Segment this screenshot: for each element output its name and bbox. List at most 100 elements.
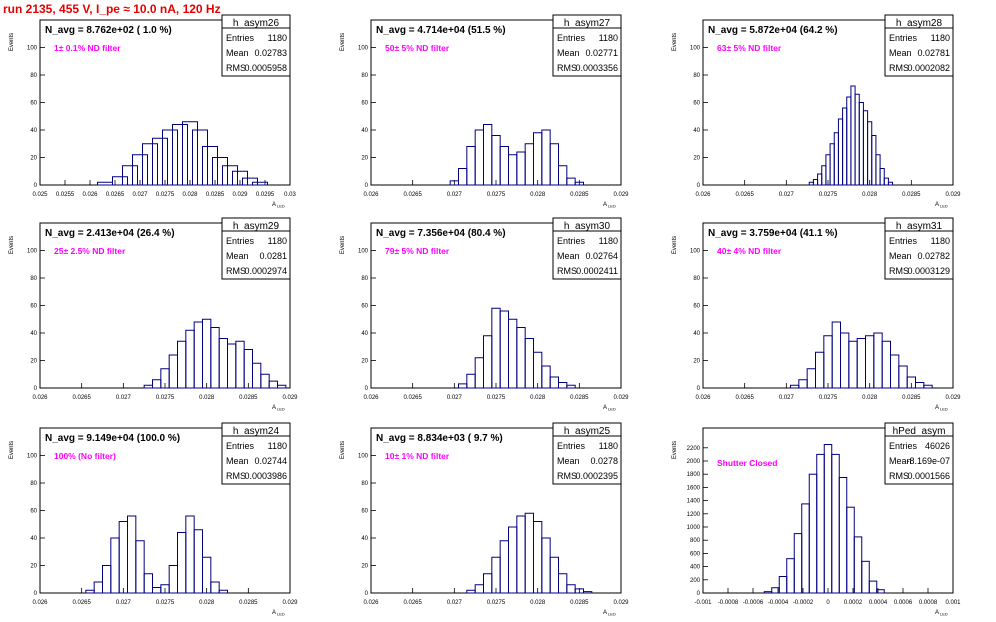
stats-value: 1180 <box>599 33 618 43</box>
filter-label: 10± 1% ND filter <box>385 451 450 461</box>
y-tick-label: 2000 <box>687 459 701 465</box>
histogram-bin <box>235 340 245 389</box>
stats-key: Mean <box>226 251 249 261</box>
histogram-bin <box>110 537 120 594</box>
x-tick-label: 0.0265 <box>403 600 422 606</box>
histogram-bin <box>185 515 195 594</box>
y-tick-label: 400 <box>690 565 701 571</box>
stats-box <box>221 14 291 77</box>
histogram-bin <box>887 181 894 186</box>
y-tick-label: 0 <box>365 386 369 392</box>
stats-value: 1180 <box>599 441 618 451</box>
stats-key: Entries <box>557 236 586 246</box>
y-tick-label: 100 <box>690 46 701 52</box>
x-tick-label: 0.026 <box>363 395 379 401</box>
x-tick-label: 0.027 <box>116 395 132 401</box>
histogram-panel-h_asym28: 0.026 0.0265 0.027 0.0275 0.028 0.0285 0.029 0 2… <box>672 14 961 209</box>
stats-key: Entries <box>226 441 255 451</box>
histogram-bin <box>881 340 892 389</box>
histogram-bin <box>499 540 509 594</box>
y-tick-label: 80 <box>30 481 37 487</box>
y-tick-label: 1600 <box>687 485 701 491</box>
histogram-panel-h_asym30: 0.026 0.0265 0.027 0.0275 0.028 0.0285 0.029 0 2… <box>340 217 629 412</box>
histogram-bin <box>508 154 518 186</box>
histogram-bin <box>252 181 268 186</box>
y-tick-label: 800 <box>690 538 701 544</box>
histogram-bin <box>558 165 568 186</box>
histogram-bin <box>127 515 137 594</box>
histogram-bin <box>483 124 493 186</box>
y-tick-label: 600 <box>690 551 701 557</box>
y-tick-label: 0 <box>697 386 701 392</box>
histogram-bin <box>152 137 168 186</box>
histogram-bin <box>202 146 218 186</box>
y-tick-label: 20 <box>30 359 37 365</box>
histogram-bin <box>533 521 543 594</box>
stats-value: 0.02783 <box>254 48 287 58</box>
histogram-bin <box>854 93 860 186</box>
histogram-bin <box>222 165 238 186</box>
x-tick-label: 0.03 <box>284 192 296 198</box>
stats-key: Entries <box>226 236 255 246</box>
x-tick-label: 0.027 <box>779 395 795 401</box>
histogram-bin <box>466 146 476 186</box>
x-tick-label: 0.0275 <box>487 600 506 606</box>
stats-key: Mean <box>889 48 912 58</box>
histogram-bin <box>212 157 228 186</box>
x-tick-label: 0.0275 <box>487 192 506 198</box>
stats-box <box>221 422 291 485</box>
stats-key: Mean <box>557 251 580 261</box>
histogram-bin <box>838 477 848 594</box>
histogram-bin <box>508 526 518 594</box>
histogram-bin <box>923 384 933 389</box>
histogram-bin <box>812 179 819 186</box>
x-tick-label: 0.028 <box>862 395 878 401</box>
y-tick-label: 20 <box>693 359 700 365</box>
histogram-bin <box>808 473 818 594</box>
histogram-bin <box>168 354 179 389</box>
histogram-bin <box>172 124 188 186</box>
histogram-bin <box>856 338 867 389</box>
y-tick-label: 20 <box>361 359 368 365</box>
stats-value: 1180 <box>931 236 950 246</box>
x-tick-label: 0.029 <box>232 192 248 198</box>
histogram-bin <box>808 181 814 186</box>
stats-value: 0.0278 <box>590 456 618 466</box>
y-tick-label: 60 <box>361 509 368 515</box>
stats-box <box>884 14 954 77</box>
stats-value: 0.0005958 <box>244 63 287 73</box>
histogram-bin <box>177 340 187 389</box>
filter-label: 1± 0.1% ND filter <box>54 43 121 53</box>
histogram-bin <box>786 558 795 594</box>
histogram-bin <box>840 332 850 389</box>
histogram-bin <box>801 503 810 594</box>
y-tick-label: 40 <box>693 331 700 337</box>
x-tick-label: 0.0002 <box>844 600 863 606</box>
stats-value: 46026 <box>925 441 950 451</box>
x-tick-label: 0.027 <box>447 192 463 198</box>
histogram-panel-h_asym26: 0.025 0.0255 0.026 0.0265 0.027 0.0275 0.028 0.… <box>9 14 296 209</box>
stats-key: Entries <box>557 441 586 451</box>
histogram-bin <box>815 351 825 389</box>
histogram-bin <box>763 591 773 594</box>
stats-value: 0.0002395 <box>575 471 618 481</box>
stats-value: 1180 <box>931 33 950 43</box>
y-tick-label: 20 <box>361 564 368 570</box>
stats-key: RMS <box>226 63 246 73</box>
stats-box <box>552 217 622 280</box>
histogram-name: h_asym25 <box>564 426 611 437</box>
histogram-bin <box>182 121 198 186</box>
y-tick-label: 1000 <box>687 525 701 531</box>
histogram-bin <box>210 581 220 594</box>
histogram-bin <box>458 168 468 186</box>
histogram-bin <box>865 335 875 389</box>
histogram-bin <box>277 384 287 389</box>
histogram-bin <box>483 573 493 594</box>
histogram-bin <box>474 357 484 389</box>
stats-key: RMS <box>226 471 246 481</box>
histogram-bin <box>122 165 138 186</box>
y-tick-label: 40 <box>361 536 368 542</box>
x-tick-label: 0.0265 <box>106 192 125 198</box>
histogram-bin <box>499 310 509 389</box>
histogram-bin <box>890 354 900 389</box>
